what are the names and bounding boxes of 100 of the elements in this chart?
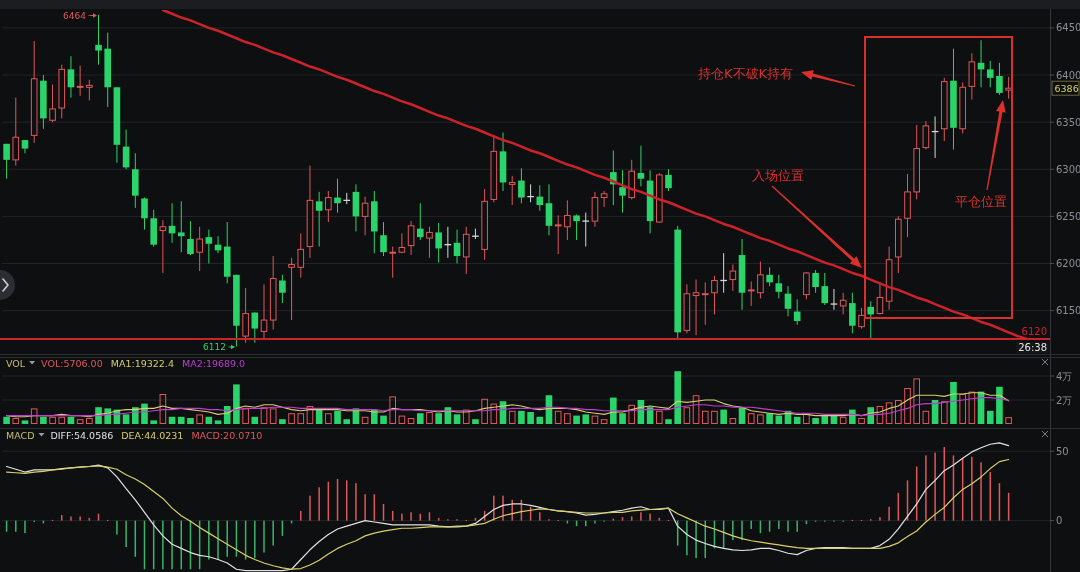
annotation: 6464 <box>63 10 87 21</box>
y-tick-label: 6150 <box>1056 305 1080 317</box>
y-tick-label: 4万 <box>1056 370 1073 382</box>
bar <box>407 418 415 424</box>
bar <box>122 414 130 424</box>
bar <box>150 420 157 424</box>
bar <box>416 413 424 424</box>
bar <box>655 410 663 424</box>
legend: DIFF:54.0586 DEA:44.0231 MACD:20.0710 <box>50 430 263 441</box>
annotation: 6112 <box>203 342 226 352</box>
bar <box>610 397 617 424</box>
bar <box>472 419 479 424</box>
bar <box>159 394 167 424</box>
y-tick-label: 6450 <box>1056 22 1080 34</box>
note: 26:38 <box>1016 342 1049 353</box>
bar <box>260 407 268 424</box>
bar <box>922 410 930 424</box>
bar <box>895 400 902 424</box>
bar <box>904 388 911 424</box>
ref-line-label: 6120 <box>1021 325 1047 337</box>
bar <box>380 415 387 424</box>
bar <box>481 398 488 424</box>
bar <box>325 413 332 424</box>
note: 6112 <box>203 342 235 352</box>
bar <box>582 414 590 424</box>
bar <box>86 418 93 424</box>
bar <box>527 412 534 424</box>
bar <box>757 414 764 424</box>
bar <box>729 418 737 424</box>
bar <box>518 410 525 424</box>
bar <box>628 404 636 424</box>
bar <box>279 419 286 424</box>
y-tick-label: 6200 <box>1056 258 1080 270</box>
note: 平仓位置 <box>955 194 1007 209</box>
y-tick-label: 6400 <box>1056 69 1080 81</box>
bar <box>554 410 562 424</box>
note: 持仓K不破K持有 <box>698 66 794 81</box>
bar <box>766 413 773 424</box>
bar <box>426 412 433 424</box>
bar <box>435 413 442 424</box>
bar <box>1005 417 1012 424</box>
bar <box>361 416 369 424</box>
bar <box>775 415 783 424</box>
note: 6386 <box>1051 80 1080 96</box>
y-tick-label: 6250 <box>1056 210 1080 222</box>
bar <box>242 408 249 424</box>
bar <box>269 408 277 424</box>
bar <box>453 414 461 424</box>
bar <box>996 386 1003 424</box>
bar <box>490 403 498 424</box>
y-tick-label: 6300 <box>1056 163 1080 175</box>
bar <box>968 391 976 424</box>
bar <box>619 413 626 424</box>
bar <box>812 418 819 424</box>
bar <box>398 415 406 424</box>
bar <box>711 410 718 424</box>
bar <box>214 420 222 424</box>
bar <box>674 371 681 424</box>
chart-title: VOL <box>6 358 26 369</box>
bar <box>508 410 516 424</box>
bar <box>564 413 571 424</box>
bar <box>49 416 56 424</box>
bar <box>58 416 66 424</box>
bar <box>600 419 608 424</box>
y-tick-label: 0 <box>1056 515 1063 527</box>
bar <box>950 382 957 424</box>
bar <box>233 384 240 424</box>
bar <box>389 396 397 424</box>
bar <box>76 419 84 424</box>
bar <box>573 415 580 424</box>
bar <box>913 378 921 424</box>
bar <box>297 413 305 424</box>
bar <box>959 394 966 424</box>
bar <box>3 416 10 424</box>
y-tick-label: 50 <box>1056 445 1069 457</box>
note: 6464 <box>63 10 97 21</box>
bar <box>591 415 599 424</box>
bar <box>665 419 672 424</box>
bar <box>306 406 314 424</box>
bar <box>334 410 341 424</box>
chart-title: MACD <box>6 430 35 441</box>
bar <box>876 406 884 424</box>
bar <box>196 414 203 424</box>
bar <box>803 413 810 424</box>
bar <box>187 418 194 424</box>
bar <box>30 408 38 424</box>
bar <box>839 416 847 424</box>
bar <box>793 416 801 424</box>
legend: VOL:5706.00 MA1:19322.4 MA2:19689.0 <box>41 358 246 369</box>
bar <box>462 409 470 424</box>
bar <box>858 418 865 424</box>
ref-line: 6120 <box>0 325 1051 340</box>
bar <box>12 418 20 424</box>
bar <box>986 410 994 424</box>
y-tick-label: 6350 <box>1056 116 1080 128</box>
bar <box>288 413 295 424</box>
bar <box>343 419 351 424</box>
bar <box>21 420 29 424</box>
bar <box>701 410 709 424</box>
bar <box>720 409 727 424</box>
